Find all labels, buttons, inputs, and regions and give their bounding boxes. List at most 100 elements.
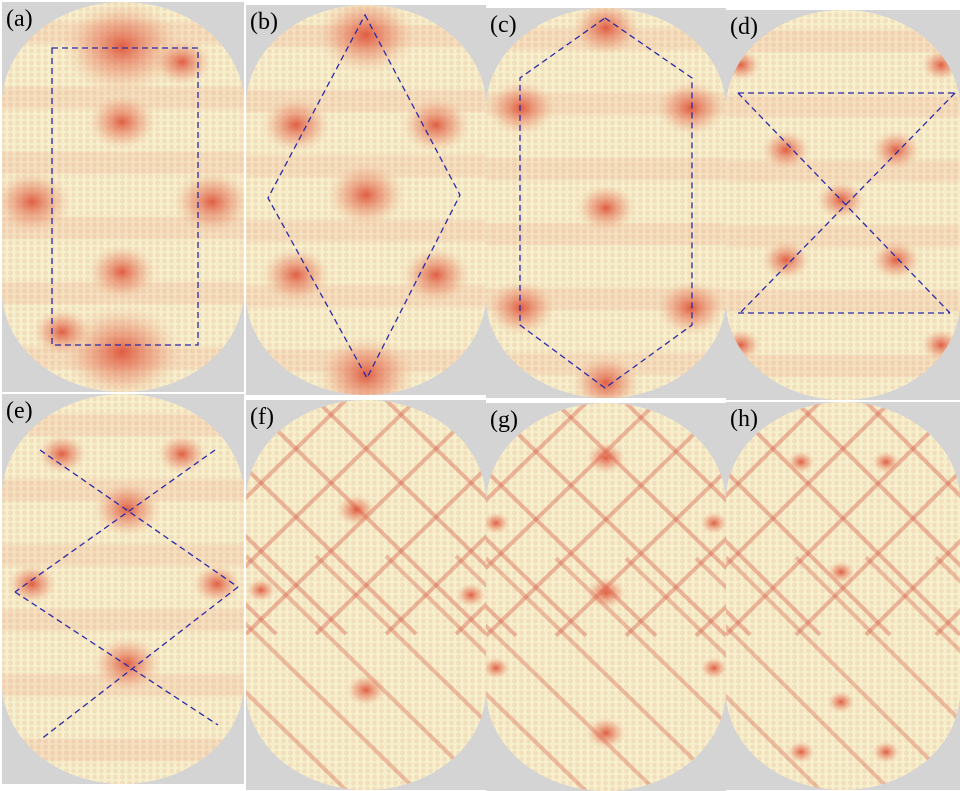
pattern-layer bbox=[486, 7, 726, 398]
ray bbox=[726, 401, 892, 637]
ray bbox=[486, 556, 658, 791]
dashed-orbit bbox=[737, 92, 956, 314]
ray bbox=[864, 401, 960, 637]
band bbox=[726, 355, 960, 377]
hotspot bbox=[401, 247, 471, 303]
hotspot bbox=[246, 578, 276, 602]
hotspot bbox=[571, 7, 641, 56]
ray bbox=[726, 401, 822, 637]
hotspot bbox=[92, 481, 162, 537]
ray bbox=[384, 399, 486, 636]
ray bbox=[624, 556, 726, 791]
ray bbox=[246, 399, 418, 636]
hotspot bbox=[87, 94, 157, 150]
hotspot bbox=[346, 674, 386, 706]
texture bbox=[726, 402, 960, 790]
hotspot bbox=[326, 163, 406, 227]
panel-label: (b) bbox=[250, 9, 278, 35]
panel: (h) bbox=[726, 401, 960, 790]
ray bbox=[624, 402, 726, 638]
hotspot bbox=[576, 184, 636, 232]
ray bbox=[794, 401, 960, 637]
panel-label: (e) bbox=[6, 398, 33, 424]
panel: (b) bbox=[246, 4, 486, 395]
ray bbox=[726, 555, 892, 790]
panel-label: (h) bbox=[730, 406, 758, 432]
ray bbox=[726, 555, 960, 790]
ray bbox=[246, 554, 486, 790]
hotspot bbox=[700, 656, 726, 680]
band bbox=[486, 223, 726, 245]
band bbox=[2, 544, 244, 566]
hotspot bbox=[761, 240, 811, 280]
dashed-orbit bbox=[267, 13, 461, 380]
dashed-orbit bbox=[51, 47, 199, 346]
hotspot bbox=[871, 130, 921, 170]
ray bbox=[624, 402, 726, 638]
ray bbox=[246, 399, 418, 636]
hotspot bbox=[586, 442, 626, 474]
ray bbox=[486, 402, 588, 638]
ray bbox=[726, 401, 960, 637]
pattern-layer bbox=[726, 401, 960, 790]
ray bbox=[314, 554, 486, 790]
ray bbox=[486, 402, 726, 638]
band bbox=[726, 95, 960, 117]
pattern-layer bbox=[2, 394, 244, 784]
band bbox=[486, 158, 726, 180]
hotspot bbox=[700, 511, 726, 535]
ray bbox=[384, 399, 486, 636]
ray bbox=[384, 554, 486, 790]
hotspot bbox=[816, 180, 866, 220]
ray bbox=[246, 554, 418, 790]
hotspot bbox=[486, 656, 510, 680]
ray bbox=[486, 402, 658, 638]
pattern-layer bbox=[726, 10, 960, 400]
ray bbox=[554, 402, 726, 638]
hotspot bbox=[872, 450, 900, 474]
panel: (g) bbox=[486, 402, 726, 791]
hotspot bbox=[316, 4, 416, 75]
ray bbox=[486, 402, 726, 638]
hotspot bbox=[586, 717, 626, 749]
hotspot bbox=[787, 450, 815, 474]
ray bbox=[794, 555, 960, 790]
pattern-layer bbox=[246, 399, 486, 790]
band bbox=[2, 414, 244, 436]
hotspot bbox=[571, 355, 641, 398]
hotspot bbox=[586, 577, 626, 609]
ray bbox=[864, 401, 960, 637]
panel: (e) bbox=[2, 394, 244, 784]
band bbox=[726, 30, 960, 52]
hotspot bbox=[172, 170, 244, 234]
hotspot bbox=[62, 2, 182, 95]
hotspot bbox=[656, 80, 726, 136]
hotspot bbox=[486, 511, 510, 535]
hotspot bbox=[261, 247, 331, 303]
hotspot bbox=[92, 636, 162, 692]
ray bbox=[726, 555, 822, 790]
band bbox=[246, 220, 486, 242]
panel-label: (f) bbox=[250, 404, 274, 430]
dashed-orbit bbox=[519, 17, 693, 389]
hotspot bbox=[336, 494, 376, 526]
ray bbox=[486, 402, 588, 638]
panel-label: (a) bbox=[6, 6, 33, 32]
band bbox=[2, 739, 244, 761]
ray bbox=[246, 399, 348, 636]
ray bbox=[794, 401, 960, 637]
hotspot bbox=[456, 583, 486, 607]
panel: (c) bbox=[486, 7, 726, 398]
band bbox=[726, 290, 960, 312]
panel: (a) bbox=[2, 2, 244, 392]
ray bbox=[246, 554, 348, 790]
ray bbox=[314, 399, 486, 636]
ray bbox=[726, 401, 892, 637]
hotspot bbox=[827, 560, 855, 584]
hotspot bbox=[827, 690, 855, 714]
panel-label: (g) bbox=[490, 407, 518, 433]
band bbox=[726, 160, 960, 182]
ray bbox=[246, 399, 348, 636]
